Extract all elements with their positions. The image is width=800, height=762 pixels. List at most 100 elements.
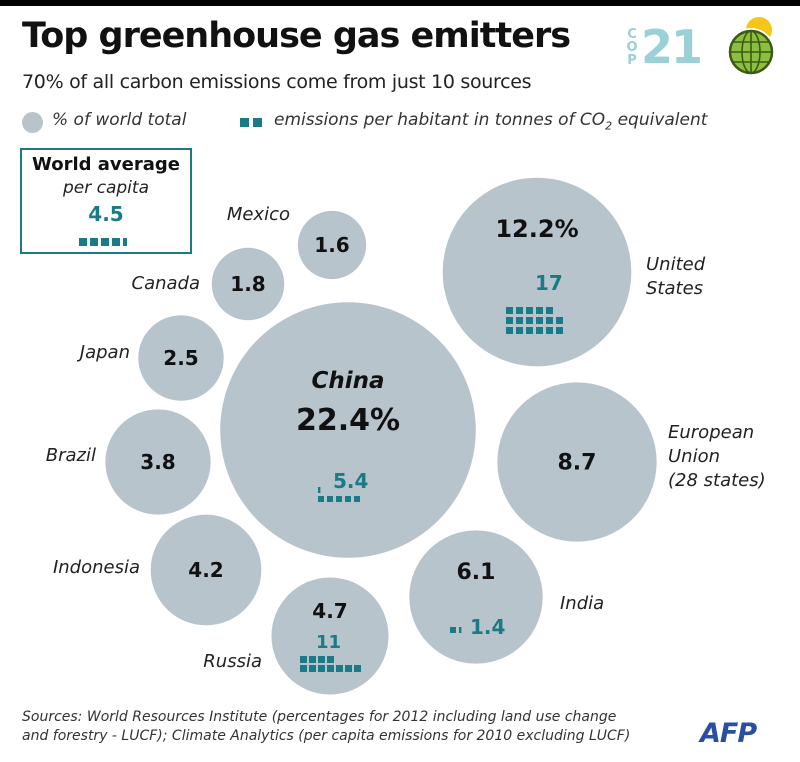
percap-square bbox=[546, 327, 553, 334]
percap-square bbox=[546, 317, 553, 324]
percap-square bbox=[354, 496, 360, 502]
country-label-line: Japan bbox=[77, 342, 130, 363]
percap-square bbox=[450, 627, 456, 633]
percap-square bbox=[556, 327, 563, 334]
percap-square bbox=[318, 665, 325, 672]
percap-square bbox=[309, 665, 316, 672]
source-line-1: Sources: World Resources Institute (perc… bbox=[22, 709, 617, 725]
percap-label: 11 bbox=[316, 632, 341, 653]
country-label: Canada bbox=[132, 273, 201, 294]
percap-square bbox=[354, 665, 361, 672]
world-average-title: World average bbox=[32, 154, 180, 175]
percap-square bbox=[327, 496, 333, 502]
percap-square bbox=[556, 317, 563, 324]
share-label: 1.6 bbox=[314, 233, 349, 257]
bubble-group-japan: 2.5 Japan bbox=[77, 315, 224, 401]
bubble-mexico bbox=[297, 210, 367, 280]
country-label: Japan bbox=[77, 342, 130, 363]
percap-square bbox=[459, 627, 462, 633]
percap-square bbox=[327, 665, 334, 672]
percap-label: 1.4 bbox=[470, 615, 505, 639]
bubble-india bbox=[409, 530, 543, 664]
share-label: 1.8 bbox=[230, 272, 265, 296]
world-average-squares bbox=[79, 238, 127, 246]
country-label: Brazil bbox=[46, 445, 96, 466]
country-label: Russia bbox=[203, 651, 262, 672]
legend-share-label: % of world total bbox=[52, 110, 187, 130]
percap-square bbox=[536, 307, 543, 314]
bubble-european-union-28-states bbox=[497, 382, 657, 542]
country-label: United States bbox=[646, 254, 706, 299]
bubble-group-china: China 22.4% 5.4 bbox=[220, 302, 476, 558]
country-label-line: (28 states) bbox=[668, 470, 766, 491]
percap-square bbox=[546, 307, 553, 314]
share-label: 2.5 bbox=[163, 346, 198, 370]
share-label: 8.7 bbox=[558, 451, 597, 476]
bubble-indonesia bbox=[150, 514, 262, 626]
world-average-box: World average per capita 4.5 bbox=[20, 148, 192, 254]
world-average-square bbox=[90, 238, 98, 246]
legend-percap-label: emissions per habitant in tonnes of CO2 … bbox=[274, 110, 707, 132]
percap-square bbox=[506, 317, 513, 324]
country-label-line: Indonesia bbox=[53, 557, 140, 578]
bubble-united-states bbox=[442, 177, 632, 367]
country-label-line: United bbox=[646, 254, 706, 275]
legend-percap-swatch bbox=[253, 118, 262, 127]
percap-square bbox=[309, 656, 316, 663]
percap-square bbox=[506, 327, 513, 334]
world-average-square bbox=[112, 238, 120, 246]
percap-square bbox=[300, 665, 307, 672]
top-bar bbox=[0, 0, 800, 6]
bubble-group-european-union-28-states: 8.7 European Union (28 states) bbox=[497, 382, 766, 542]
afp-logo: AFP bbox=[700, 718, 757, 749]
share-label: 3.8 bbox=[140, 450, 175, 474]
percap-square bbox=[318, 487, 321, 493]
country-label-line: Russia bbox=[203, 651, 262, 672]
percap-square bbox=[516, 327, 523, 334]
share-label: 6.1 bbox=[457, 560, 496, 585]
bubble-chart: China 22.4% 5.4 12.2% 17 United States 8.7 Europ… bbox=[46, 177, 766, 695]
bubble-canada bbox=[211, 247, 285, 321]
legend-percap-subscript: 2 bbox=[605, 119, 613, 133]
globe-sun-icon bbox=[727, 17, 775, 76]
percap-square bbox=[536, 327, 543, 334]
country-label-line: States bbox=[646, 278, 703, 299]
percap-square bbox=[318, 496, 324, 502]
percap-square bbox=[345, 496, 351, 502]
legend-percap-swatch bbox=[240, 118, 249, 127]
country-label: Indonesia bbox=[53, 557, 140, 578]
country-label: Mexico bbox=[227, 204, 290, 225]
world-average-value: 4.5 bbox=[88, 202, 124, 226]
legend-percap-suffix: equivalent bbox=[612, 110, 708, 130]
country-label: India bbox=[560, 593, 604, 614]
bubble-group-canada: 1.8 Canada bbox=[132, 247, 285, 321]
country-label-line: India bbox=[560, 593, 604, 614]
bubble-group-united-states: 12.2% 17 United States bbox=[442, 177, 706, 367]
percap-square bbox=[506, 307, 513, 314]
bubble-china bbox=[220, 302, 476, 558]
cop-letters: C O P bbox=[625, 28, 639, 67]
percap-square bbox=[526, 307, 533, 314]
percap-label: 5.4 bbox=[333, 469, 368, 493]
country-label-line: Brazil bbox=[46, 445, 96, 466]
bubble-group-india: 6.1 1.4 India bbox=[409, 530, 604, 664]
legend-share-swatch bbox=[22, 112, 43, 133]
country-label-line: Union bbox=[668, 446, 720, 467]
country-label-line: Mexico bbox=[227, 204, 290, 225]
share-label: 22.4% bbox=[296, 403, 400, 438]
bubble-group-brazil: 3.8 Brazil bbox=[46, 409, 211, 515]
country-label: European Union (28 states) bbox=[668, 422, 766, 491]
percap-square bbox=[336, 496, 342, 502]
cop-number: 21 bbox=[641, 20, 703, 74]
share-label: 4.2 bbox=[188, 558, 223, 582]
percap-square bbox=[345, 665, 352, 672]
bubble-group-mexico: 1.6 Mexico bbox=[227, 204, 367, 280]
world-average-square bbox=[123, 238, 127, 246]
percap-square bbox=[516, 307, 523, 314]
country-label-line: European bbox=[668, 422, 754, 443]
share-label: 4.7 bbox=[312, 599, 347, 623]
world-average-square bbox=[79, 238, 87, 246]
bubble-group-indonesia: 4.2 Indonesia bbox=[53, 514, 262, 626]
cop-letter: O bbox=[626, 40, 638, 55]
country-label: China bbox=[311, 368, 384, 394]
